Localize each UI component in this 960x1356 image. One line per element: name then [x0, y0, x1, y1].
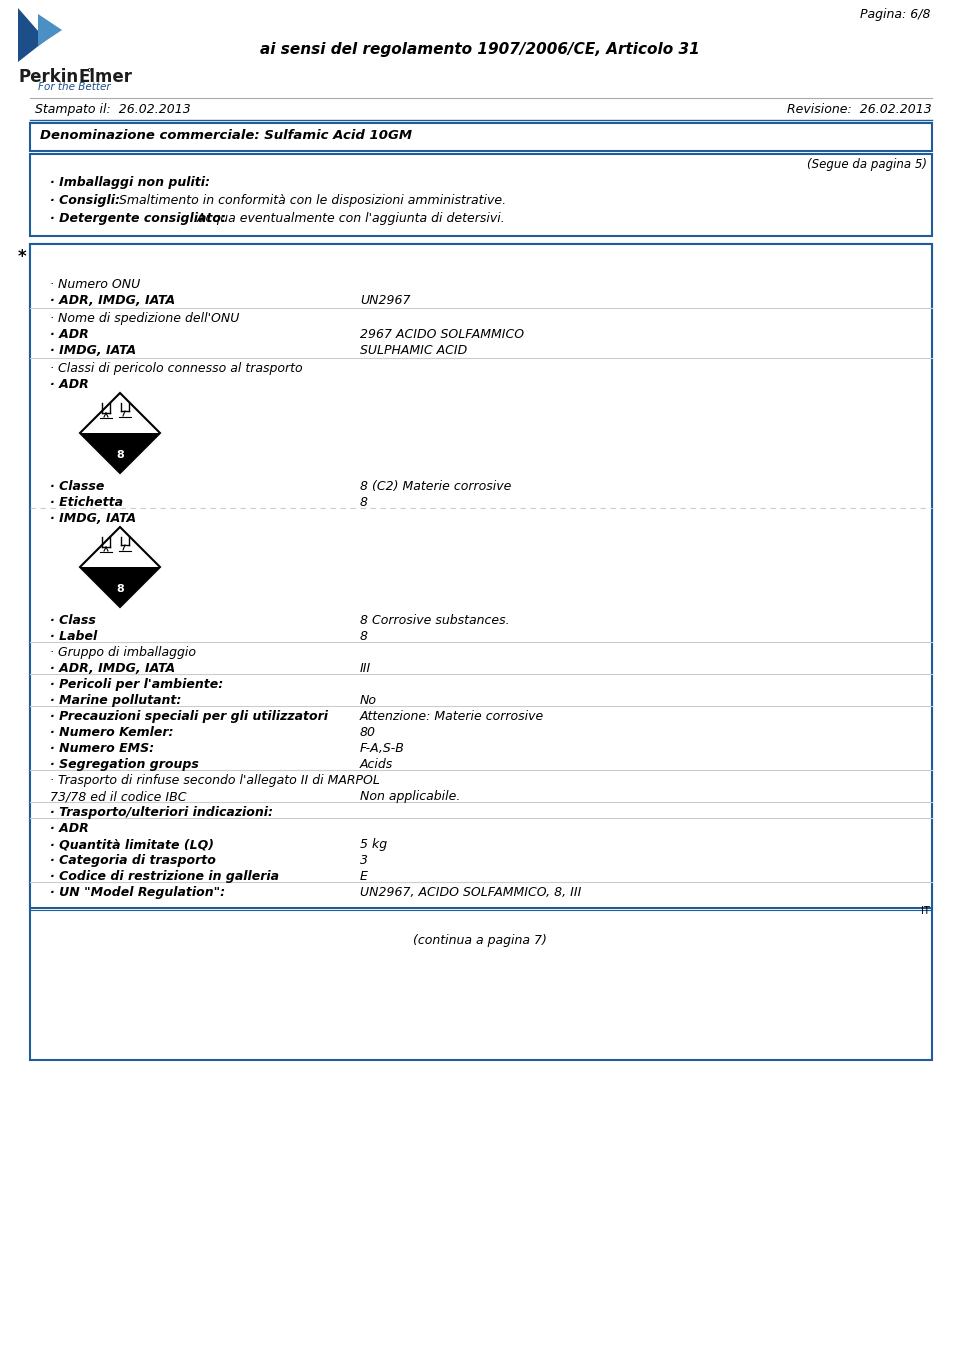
Text: · ADR: · ADR [50, 328, 88, 340]
Text: · Gruppo di imballaggio: · Gruppo di imballaggio [50, 645, 196, 659]
Text: · Precauzioni speciali per gli utilizzatori: · Precauzioni speciali per gli utilizzat… [50, 711, 328, 723]
Text: · Marine pollutant:: · Marine pollutant: [50, 694, 181, 706]
Text: · Etichetta: · Etichetta [50, 496, 123, 508]
Text: · IMDG, IATA: · IMDG, IATA [50, 513, 136, 525]
Text: · ADR, IMDG, IATA: · ADR, IMDG, IATA [50, 294, 175, 306]
Bar [30, 244, 932, 1060]
Text: · ADR, IMDG, IATA: · ADR, IMDG, IATA [50, 662, 175, 675]
Polygon shape [18, 8, 46, 62]
Text: 2967 ACIDO SOLFAMMICO: 2967 ACIDO SOLFAMMICO [360, 328, 524, 340]
Text: 8: 8 [360, 631, 368, 643]
Text: F-A,S-B: F-A,S-B [360, 742, 405, 755]
Text: Attenzione: Materie corrosive: Attenzione: Materie corrosive [360, 711, 544, 723]
Bar [30, 123, 932, 151]
Text: (Segue da pagina 5): (Segue da pagina 5) [807, 159, 927, 171]
Text: Stampato il:  26.02.2013: Stampato il: 26.02.2013 [35, 103, 191, 117]
Text: · IMDG, IATA: · IMDG, IATA [50, 344, 136, 357]
Text: 8 Corrosive substances.: 8 Corrosive substances. [360, 614, 510, 626]
Text: 8: 8 [116, 584, 124, 594]
Text: · Pericoli per l'ambiente:: · Pericoli per l'ambiente: [50, 678, 224, 692]
Polygon shape [38, 14, 62, 46]
Polygon shape [80, 393, 160, 433]
Bar [32, 245, 930, 273]
Text: · Label: · Label [50, 631, 97, 643]
Text: · Classe: · Classe [50, 480, 105, 494]
Text: Non applicabile.: Non applicabile. [360, 791, 461, 803]
Text: · Nome di spedizione dell'ONU: · Nome di spedizione dell'ONU [50, 312, 239, 325]
Text: · ADR: · ADR [50, 822, 88, 835]
Text: No: No [360, 694, 377, 706]
Text: UN2967, ACIDO SOLFAMMICO, 8, III: UN2967, ACIDO SOLFAMMICO, 8, III [360, 885, 582, 899]
Text: °: ° [86, 68, 91, 79]
Text: · Numero ONU: · Numero ONU [50, 278, 140, 292]
Bar [30, 155, 932, 236]
Text: IT: IT [922, 906, 930, 917]
Text: Acqua eventualmente con l'aggiunta di detersivi.: Acqua eventualmente con l'aggiunta di de… [193, 212, 505, 225]
Text: Pagina: 6/8: Pagina: 6/8 [859, 8, 930, 20]
Text: Acids: Acids [360, 758, 394, 772]
Polygon shape [80, 433, 160, 473]
Text: Perkin: Perkin [18, 68, 78, 85]
Text: 5 kg: 5 kg [360, 838, 387, 852]
Text: · ADR: · ADR [50, 378, 88, 391]
Text: · Class: · Class [50, 614, 96, 626]
Text: 8: 8 [116, 450, 124, 460]
Text: For the Better: For the Better [38, 81, 110, 92]
Text: 3: 3 [360, 854, 368, 866]
Text: *: * [18, 248, 27, 266]
Text: · Trasporto di rinfuse secondo l'allegato II di MARPOL: · Trasporto di rinfuse secondo l'allegat… [50, 774, 380, 786]
Text: ai sensi del regolamento 1907/2006/CE, Articolo 31: ai sensi del regolamento 1907/2006/CE, A… [260, 42, 700, 57]
Text: · Numero EMS:: · Numero EMS: [50, 742, 155, 755]
Text: · UN "Model Regulation":: · UN "Model Regulation": [50, 885, 226, 899]
Text: E: E [360, 871, 368, 883]
Text: Denominazione commerciale: Sulfamic Acid 10GM: Denominazione commerciale: Sulfamic Acid… [40, 129, 412, 142]
Text: · Quantità limitate (LQ): · Quantità limitate (LQ) [50, 838, 214, 852]
Polygon shape [80, 527, 160, 567]
Text: · Numero Kemler:: · Numero Kemler: [50, 725, 174, 739]
Text: UN2967: UN2967 [360, 294, 411, 306]
Text: Revisione:  26.02.2013: Revisione: 26.02.2013 [787, 103, 932, 117]
Text: SULPHAMIC ACID: SULPHAMIC ACID [360, 344, 468, 357]
Text: (continua a pagina 7): (continua a pagina 7) [413, 934, 547, 946]
Text: 14 Informazioni sul trasporto: 14 Informazioni sul trasporto [50, 250, 301, 264]
Text: 73/78 ed il codice IBC: 73/78 ed il codice IBC [50, 791, 186, 803]
Text: · Detergente consigliato:: · Detergente consigliato: [50, 212, 226, 225]
Text: · Trasporto/ulteriori indicazioni:: · Trasporto/ulteriori indicazioni: [50, 805, 273, 819]
Text: · Codice di restrizione in galleria: · Codice di restrizione in galleria [50, 871, 279, 883]
Text: III: III [360, 662, 372, 675]
Polygon shape [80, 567, 160, 607]
Text: · Segregation groups: · Segregation groups [50, 758, 199, 772]
Text: · Consigli:: · Consigli: [50, 194, 120, 207]
Text: 80: 80 [360, 725, 376, 739]
Text: Elmer: Elmer [79, 68, 133, 85]
Text: Smaltimento in conformità con le disposizioni amministrative.: Smaltimento in conformità con le disposi… [115, 194, 506, 207]
Bar [30, 244, 932, 909]
Text: · Categoria di trasporto: · Categoria di trasporto [50, 854, 216, 866]
Text: 8: 8 [360, 496, 368, 508]
Text: 8 (C2) Materie corrosive: 8 (C2) Materie corrosive [360, 480, 512, 494]
Text: · Imballaggi non puliti:: · Imballaggi non puliti: [50, 176, 210, 188]
Text: · Classi di pericolo connesso al trasporto: · Classi di pericolo connesso al traspor… [50, 362, 302, 376]
